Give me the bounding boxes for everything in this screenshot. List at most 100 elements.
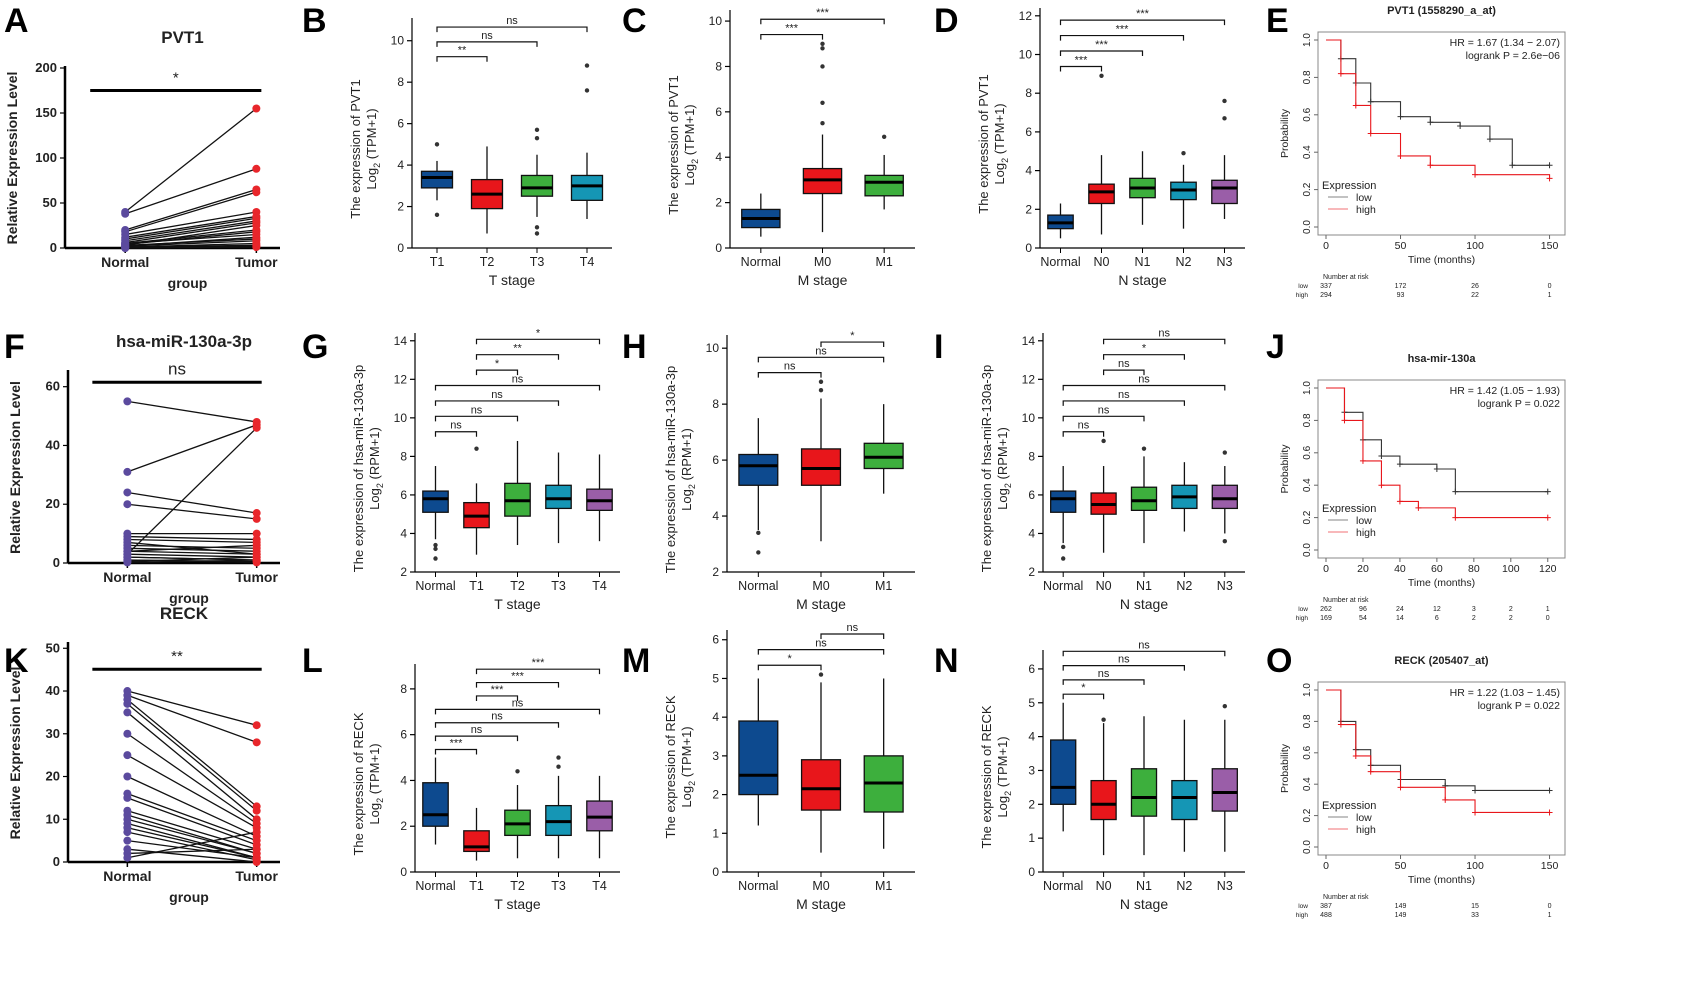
- x-tick-label: N3: [1217, 879, 1233, 893]
- comparison-bracket: [1103, 338, 1226, 345]
- censor-mark: [1433, 466, 1440, 472]
- y-tick-label: 1: [712, 826, 719, 840]
- box-t4: [570, 174, 604, 201]
- tumor-point: [252, 556, 261, 565]
- x-tick-label: 100: [1466, 860, 1484, 872]
- y-tick-label: 60: [46, 379, 60, 394]
- x-tick-label: 60: [1431, 563, 1443, 575]
- y-tick-label: 2: [715, 196, 722, 210]
- risk-row-label: high: [1296, 292, 1309, 299]
- normal-point: [123, 500, 132, 509]
- outlier-point: [433, 556, 438, 561]
- pair-line: [127, 775, 257, 837]
- significance-label: **: [171, 648, 183, 665]
- comparison-bracket: [434, 400, 560, 406]
- panel-d: D 0 2 4 6 8 10 12 The expression of PVT1 Log2 (TP…: [934, 2, 1245, 288]
- tumor-point: [252, 243, 261, 252]
- x-axis-label: Time (months): [1408, 874, 1475, 886]
- panel-letter: N: [934, 642, 959, 680]
- panel-letter: F: [4, 328, 25, 366]
- risk-count: 24: [1396, 606, 1404, 613]
- censor-mark: [1396, 461, 1403, 468]
- outlier-point: [756, 530, 761, 536]
- y-axis-label: Relative Expression Level: [7, 667, 23, 840]
- y-tick-label: 6: [400, 488, 407, 502]
- pair-line: [125, 224, 257, 246]
- censor-mark: [1367, 768, 1374, 775]
- censor-mark: [1427, 119, 1434, 126]
- box-n0: [1088, 183, 1115, 205]
- y-axis-label: The expression of hsa-miR-130a-3p: [979, 365, 994, 572]
- panel-i: I 2 4 6 8 10 12 14 The expression of hsa-miR-130…: [934, 327, 1245, 612]
- panel-letter: H: [622, 328, 647, 366]
- censor-mark: [1544, 514, 1551, 521]
- comparison-label: ns: [784, 361, 796, 373]
- pair-line: [127, 810, 257, 850]
- censor-mark: [1546, 175, 1553, 182]
- y-axis-label: Probability: [1279, 108, 1291, 158]
- x-tick-label: M0: [812, 879, 829, 893]
- y-tick-label: 4: [712, 710, 719, 724]
- comparison-label: ***: [491, 684, 505, 696]
- censor-mark: [1452, 514, 1459, 521]
- x-axis-label: group: [168, 275, 208, 291]
- panel-letter: J: [1266, 328, 1285, 366]
- y-tick-label: 100: [35, 150, 57, 165]
- x-axis-label: group: [169, 590, 209, 606]
- risk-count: 0: [1548, 903, 1552, 910]
- hazard-ratio: HR = 1.67 (1.34 − 2.07): [1450, 37, 1560, 49]
- comparison-bracket: [1062, 693, 1105, 700]
- risk-table-title: Number at risk: [1323, 274, 1369, 281]
- outlier-point: [1099, 73, 1104, 78]
- comparison-label: *: [788, 653, 793, 665]
- y-tick-label: 2: [400, 819, 407, 833]
- outlier-point: [433, 546, 438, 552]
- tumor-point: [252, 806, 261, 815]
- x-tick-label: T4: [592, 579, 607, 593]
- survival-curve-high: [1326, 39, 1551, 179]
- x-tick-label: 0: [1323, 563, 1329, 575]
- y-tick-label: 0.8: [1302, 413, 1313, 427]
- comparison-bracket: [434, 708, 601, 715]
- risk-table-title: Number at risk: [1323, 894, 1369, 901]
- y-axis-label-units: Log2 (TPM+1): [679, 726, 697, 807]
- outlier-point: [820, 100, 825, 105]
- censor-mark: [1397, 784, 1404, 791]
- legend-title: Expression: [1322, 800, 1376, 812]
- comparison-bracket: [1103, 369, 1145, 376]
- panel-letter: O: [1266, 642, 1292, 680]
- censor-mark: [1486, 136, 1493, 143]
- x-tick-label: N3: [1217, 255, 1233, 269]
- comparison-bracket: [1059, 19, 1226, 26]
- x-axis-label: N stage: [1120, 596, 1168, 612]
- risk-count: 96: [1359, 606, 1367, 613]
- comparison-bracket: [1062, 400, 1185, 406]
- outlier-point: [818, 387, 824, 393]
- x-tick-label: T2: [510, 879, 525, 893]
- x-axis-label: group: [169, 889, 209, 905]
- x-axis-label: Time (months): [1408, 254, 1475, 266]
- comparison-label: ***: [785, 23, 799, 35]
- y-tick-label: 0: [53, 555, 60, 570]
- pair-line: [125, 222, 257, 244]
- censor-mark: [1442, 796, 1449, 803]
- x-tick-label: N2: [1176, 255, 1192, 269]
- x-tick-label: N0: [1094, 255, 1110, 269]
- outlier-point: [1222, 116, 1227, 121]
- y-axis-label: The expression of RECK: [351, 712, 366, 855]
- comparison-bracket: [1062, 679, 1145, 685]
- risk-count: 0: [1546, 615, 1550, 622]
- normal-point: [123, 819, 132, 828]
- normal-point: [123, 397, 132, 406]
- normal-point: [123, 828, 132, 837]
- y-tick-label: 4: [400, 526, 407, 540]
- risk-count: 22: [1471, 292, 1479, 299]
- pair-line: [127, 544, 257, 552]
- comparison-label: ns: [506, 15, 518, 27]
- y-tick-label: 0.2: [1302, 182, 1313, 196]
- panel-c: C 0 2 4 6 8 10 The expression of PVT1 Log2 (TPM+…: [622, 2, 915, 288]
- risk-row-label: low: [1298, 283, 1308, 290]
- censor-mark: [1397, 113, 1404, 120]
- y-tick-label: 150: [35, 105, 57, 120]
- comparison-bracket: [760, 33, 824, 40]
